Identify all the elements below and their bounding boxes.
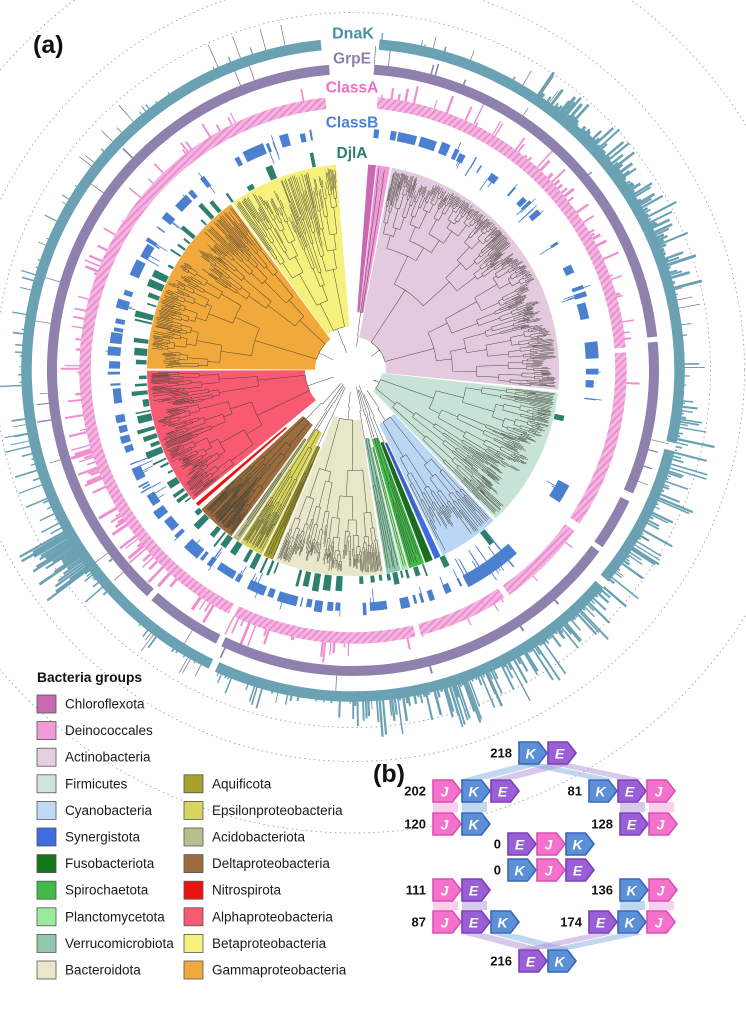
svg-text:Spirochaetota: Spirochaetota bbox=[65, 883, 149, 898]
svg-text:K: K bbox=[595, 784, 606, 800]
svg-text:E: E bbox=[469, 883, 479, 899]
svg-text:K: K bbox=[514, 863, 525, 879]
svg-text:K: K bbox=[626, 883, 637, 899]
svg-text:Acidobacteriota: Acidobacteriota bbox=[212, 830, 306, 845]
svg-text:Gammaproteobacteria: Gammaproteobacteria bbox=[212, 963, 347, 978]
svg-text:Bacteria groups: Bacteria groups bbox=[37, 670, 142, 685]
svg-text:K: K bbox=[525, 746, 536, 762]
svg-text:Nitrospirota: Nitrospirota bbox=[212, 883, 282, 898]
svg-text:Deltaproteobacteria: Deltaproteobacteria bbox=[212, 856, 330, 871]
svg-text:202: 202 bbox=[404, 784, 426, 799]
svg-text:J: J bbox=[441, 817, 450, 833]
svg-text:E: E bbox=[627, 817, 637, 833]
svg-text:ClassA: ClassA bbox=[326, 80, 379, 97]
svg-text:J: J bbox=[441, 784, 450, 800]
svg-text:K: K bbox=[572, 837, 583, 853]
svg-text:Cyanobacteria: Cyanobacteria bbox=[65, 803, 153, 818]
svg-text:(b): (b) bbox=[373, 760, 405, 788]
svg-text:Actinobacteria: Actinobacteria bbox=[65, 750, 151, 765]
svg-text:J: J bbox=[657, 883, 666, 899]
svg-text:E: E bbox=[515, 837, 525, 853]
svg-text:DjlA: DjlA bbox=[337, 145, 368, 162]
svg-text:E: E bbox=[526, 954, 536, 970]
svg-text:Bacteroidota: Bacteroidota bbox=[65, 963, 141, 978]
svg-text:K: K bbox=[497, 915, 508, 931]
svg-text:K: K bbox=[624, 915, 635, 931]
svg-text:J: J bbox=[545, 837, 554, 853]
svg-text:E: E bbox=[469, 915, 479, 931]
svg-text:81: 81 bbox=[568, 784, 582, 799]
svg-text:J: J bbox=[655, 784, 664, 800]
svg-text:Chloroflexota: Chloroflexota bbox=[65, 697, 145, 712]
svg-text:K: K bbox=[468, 784, 479, 800]
svg-text:128: 128 bbox=[591, 817, 613, 832]
svg-text:136: 136 bbox=[591, 883, 613, 898]
svg-text:216: 216 bbox=[490, 954, 512, 969]
svg-text:K: K bbox=[554, 954, 565, 970]
svg-text:87: 87 bbox=[412, 915, 426, 930]
svg-text:J: J bbox=[655, 915, 664, 931]
svg-text:J: J bbox=[441, 915, 450, 931]
svg-text:Aquificota: Aquificota bbox=[212, 776, 272, 791]
svg-text:Betaproteobacteria: Betaproteobacteria bbox=[212, 936, 327, 951]
svg-text:ClassB: ClassB bbox=[326, 115, 379, 132]
svg-text:0: 0 bbox=[494, 863, 501, 878]
svg-text:E: E bbox=[625, 784, 635, 800]
svg-text:Alphaproteobacteria: Alphaproteobacteria bbox=[212, 909, 333, 924]
svg-text:218: 218 bbox=[490, 746, 512, 761]
svg-text:174: 174 bbox=[560, 915, 582, 930]
svg-text:E: E bbox=[573, 863, 583, 879]
svg-text:Epsilonproteobacteria: Epsilonproteobacteria bbox=[212, 803, 343, 818]
svg-text:0: 0 bbox=[494, 837, 501, 852]
svg-text:Firmicutes: Firmicutes bbox=[65, 776, 128, 791]
svg-text:Verrucomicrobiota: Verrucomicrobiota bbox=[65, 936, 174, 951]
svg-text:J: J bbox=[545, 863, 554, 879]
svg-text:J: J bbox=[441, 883, 450, 899]
svg-text:J: J bbox=[657, 817, 666, 833]
svg-text:Deinococcales: Deinococcales bbox=[65, 723, 153, 738]
svg-text:(a): (a) bbox=[33, 31, 64, 59]
svg-text:120: 120 bbox=[404, 817, 426, 832]
svg-text:Synergistota: Synergistota bbox=[65, 830, 141, 845]
svg-text:K: K bbox=[468, 817, 479, 833]
svg-text:E: E bbox=[498, 784, 508, 800]
svg-text:E: E bbox=[555, 746, 565, 762]
svg-text:DnaK: DnaK bbox=[332, 26, 374, 43]
svg-text:Planctomycetota: Planctomycetota bbox=[65, 909, 165, 924]
svg-text:E: E bbox=[596, 915, 606, 931]
svg-text:111: 111 bbox=[406, 883, 426, 898]
svg-text:Fusobacteriota: Fusobacteriota bbox=[65, 856, 155, 871]
svg-text:GrpE: GrpE bbox=[333, 51, 371, 68]
